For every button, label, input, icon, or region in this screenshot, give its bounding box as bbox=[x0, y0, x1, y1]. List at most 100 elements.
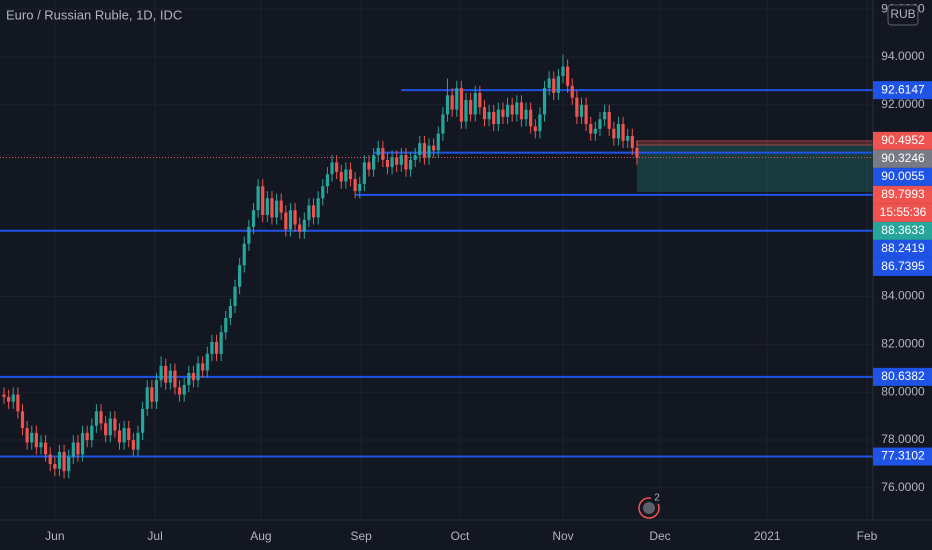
candle-body bbox=[362, 162, 366, 184]
event-icon-inner bbox=[643, 502, 655, 514]
countdown: 15:55:36 bbox=[880, 205, 927, 219]
candle-body bbox=[270, 198, 274, 218]
candle-body bbox=[71, 442, 75, 457]
candle-body bbox=[53, 463, 57, 469]
candle-body bbox=[339, 171, 343, 182]
x-tick-label: Jul bbox=[147, 529, 162, 543]
candle-body bbox=[196, 363, 200, 381]
candle-body bbox=[127, 428, 131, 441]
event-badge[interactable]: 2 bbox=[638, 492, 663, 519]
candle-body bbox=[469, 100, 473, 115]
candle-body bbox=[538, 114, 542, 132]
candle-body bbox=[274, 200, 279, 218]
price-label: 80.6382 bbox=[881, 369, 925, 383]
candle-body bbox=[210, 341, 214, 354]
candle-body bbox=[630, 135, 634, 148]
event-icon[interactable] bbox=[638, 497, 660, 519]
candle-body bbox=[99, 411, 103, 424]
price-label: 90.3246 bbox=[881, 151, 925, 165]
candle-body bbox=[570, 85, 574, 98]
candle-body bbox=[602, 112, 607, 120]
candle-body bbox=[515, 102, 519, 115]
price-label-bg bbox=[873, 239, 932, 258]
candle-body bbox=[593, 128, 597, 134]
candle-body bbox=[145, 387, 149, 409]
stop-zone bbox=[636, 140, 874, 146]
candle-body bbox=[367, 162, 371, 170]
candle-body bbox=[39, 442, 43, 448]
candle-body bbox=[224, 317, 228, 333]
currency-box[interactable] bbox=[887, 4, 919, 26]
candle-body bbox=[455, 88, 459, 110]
candle-body bbox=[325, 174, 330, 187]
candle-body bbox=[34, 432, 38, 448]
candle-body bbox=[284, 212, 288, 230]
candle-body bbox=[104, 423, 108, 436]
candle-body bbox=[85, 432, 89, 441]
candle-body bbox=[579, 104, 584, 117]
candle-body bbox=[459, 88, 463, 122]
candle-body bbox=[214, 341, 219, 354]
candle-body bbox=[154, 380, 159, 402]
currency-badge[interactable]: RUB bbox=[887, 4, 919, 26]
candle-body bbox=[464, 100, 468, 122]
candle-body bbox=[117, 430, 122, 443]
grid bbox=[0, 0, 873, 520]
candle-body bbox=[422, 143, 427, 158]
candle-body bbox=[385, 159, 390, 168]
candle-body bbox=[589, 124, 593, 134]
candle-body bbox=[436, 133, 440, 151]
candle-body bbox=[390, 157, 394, 168]
candle-body bbox=[372, 155, 376, 170]
candle-body bbox=[11, 394, 15, 402]
candle-body bbox=[505, 104, 510, 117]
candle-body bbox=[616, 124, 621, 139]
candle-body bbox=[547, 78, 551, 89]
x-tick-label: Feb bbox=[857, 529, 878, 543]
candle-body bbox=[80, 432, 85, 455]
candle-body bbox=[30, 432, 34, 443]
candle-body bbox=[67, 456, 71, 472]
candle-body bbox=[256, 186, 260, 211]
candle-body bbox=[311, 205, 316, 218]
candle-body bbox=[43, 442, 48, 455]
price-label-bg bbox=[873, 81, 932, 100]
price-label: 88.2419 bbox=[881, 241, 925, 255]
candle-body bbox=[501, 109, 505, 117]
candle-body bbox=[330, 162, 334, 175]
candle-body bbox=[159, 365, 163, 381]
candle-body bbox=[62, 452, 66, 472]
price-label-bg bbox=[873, 131, 932, 150]
event-count-bg bbox=[651, 492, 663, 504]
candle-body bbox=[584, 104, 588, 125]
price-label-bg bbox=[873, 149, 932, 168]
y-tick-label: 94.0000 bbox=[881, 49, 925, 63]
candle-body bbox=[233, 286, 237, 306]
price-label-bg bbox=[873, 367, 932, 386]
candle-body bbox=[626, 135, 630, 141]
candle-body bbox=[321, 186, 325, 199]
x-tick-label: Dec bbox=[649, 529, 670, 543]
candle-body bbox=[131, 440, 135, 450]
candle-body bbox=[607, 112, 611, 129]
candle-body bbox=[7, 396, 11, 402]
x-tick-label: 2021 bbox=[754, 529, 781, 543]
candle-body bbox=[242, 243, 246, 266]
candle-body bbox=[293, 210, 297, 225]
candle-body bbox=[247, 226, 251, 244]
y-tick-label: 78.0000 bbox=[881, 432, 925, 446]
price-label-bg bbox=[873, 221, 932, 240]
candle-body bbox=[108, 418, 112, 436]
event-count: 2 bbox=[654, 493, 660, 504]
candle-body bbox=[205, 353, 209, 371]
candle-body bbox=[94, 411, 99, 426]
price-label: 86.7395 bbox=[881, 259, 925, 273]
y-tick-label: 80.0000 bbox=[881, 384, 925, 398]
currency-label: RUB bbox=[890, 7, 915, 21]
price-label-bg bbox=[873, 167, 932, 186]
price-label: 92.6147 bbox=[881, 82, 925, 96]
candle-body bbox=[482, 107, 487, 120]
candle-body bbox=[552, 78, 556, 93]
candle-body bbox=[473, 92, 477, 115]
